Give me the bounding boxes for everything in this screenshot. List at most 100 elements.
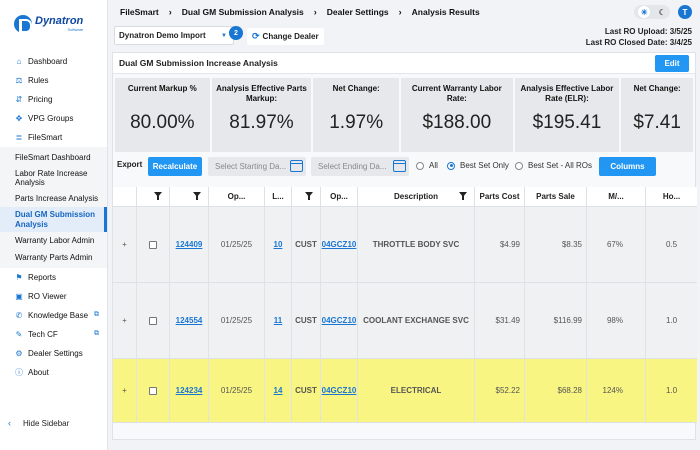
row-checkbox[interactable] [149,240,157,249]
header-open-date[interactable]: Op... [209,187,265,206]
line-link[interactable]: 14 [273,386,283,395]
header-description[interactable]: Description [358,187,475,206]
avatar[interactable]: T [678,5,692,19]
hours-cell: 0.5 [666,240,678,249]
breadcrumb-item[interactable]: Dual GM Submission Analysis [181,7,304,17]
sidebar-item-filesmart-dashboard[interactable]: FileSmart Dashboard [15,152,91,162]
row-checkbox[interactable] [149,316,157,325]
end-date-input[interactable]: Select Ending Da... [311,157,409,176]
ro-link[interactable]: 124554 [175,316,203,325]
header-label: Description [393,192,438,201]
sidebar-item-pricing[interactable]: ⇵ Pricing [0,90,107,109]
sidebar-item-warranty-parts-admin[interactable]: Warranty Parts Admin [15,252,93,262]
header-op-code[interactable]: Op... [321,187,358,206]
calendar-icon[interactable] [290,160,303,172]
hide-sidebar-button[interactable]: ‹ Hide Sidebar [0,414,69,432]
row-checkbox[interactable] [149,386,157,395]
header-hours[interactable]: Ho... [662,192,681,201]
ro-link[interactable]: 124234 [175,386,203,395]
columns-button[interactable]: Columns [599,157,656,176]
recalculate-button[interactable]: Recalculate [148,157,202,176]
radio-all[interactable]: All [416,161,438,170]
op-link[interactable]: 04GCZ10 [321,316,357,325]
sidebar-item-knowledge-base[interactable]: ✆ Knowledge Base ⧉ [0,306,107,325]
logo[interactable]: Dynatron Software [0,0,107,48]
table-row[interactable]: + 124554 01/25/25 11 CUST 04GCZ10 COOLAN… [113,283,697,359]
ro-link[interactable]: 124409 [175,240,203,249]
breadcrumb-item[interactable]: FileSmart [120,7,159,17]
theme-toggle[interactable]: ☀ ☾ [634,5,670,19]
external-link-icon: ⧉ [94,311,99,319]
wrench-icon: ✎ [15,329,23,339]
parts-cost-cell: $31.49 [475,283,525,358]
expand-toggle[interactable]: + [113,283,137,358]
header-parts-cost[interactable]: Parts Cost [475,187,525,206]
radio-button[interactable] [515,161,523,170]
sidebar-item-label: Dealer Settings [28,348,83,358]
last-ro-upload: Last RO Upload: 3/5/25 [604,27,692,36]
radio-best-set-all-ros[interactable]: Best Set - All ROs [515,161,592,170]
line-link[interactable]: 11 [273,316,283,325]
expand-toggle[interactable]: + [113,207,137,282]
header-label: L... [272,192,284,201]
start-date-input[interactable]: Select Starting Da... [208,157,306,176]
op-link[interactable]: 04GCZ10 [321,240,357,249]
sidebar-item-dashboard[interactable]: ⌂ Dashboard [0,52,107,71]
header-select[interactable] [137,187,170,206]
edit-button[interactable]: Edit [655,55,689,72]
table-toolbar: Export Recalculate Select Starting Da...… [113,157,697,179]
ro-cell: 124234 [170,359,209,422]
chevron-right-icon: › [313,7,317,17]
sidebar-item-dual-gm-submission[interactable]: Dual GM Submission Analysis [0,207,107,232]
metric-current-markup: Current Markup % 80.00% [115,78,210,152]
sidebar-item-parts-increase[interactable]: Parts Increase Analysis [15,194,99,204]
op-link[interactable]: 04GCZ10 [321,386,357,395]
markup-cell: 67% [587,207,646,282]
metric-value: $7.41 [633,112,681,133]
line-link[interactable]: 10 [273,240,283,249]
sidebar-item-tech-cf[interactable]: ✎ Tech CF ⧉ [0,325,107,344]
sidebar-item-labor-rate-increase[interactable]: Labor Rate Increase Analysis [15,169,88,188]
header-type[interactable] [292,187,321,206]
header-markup[interactable]: M/... [587,187,646,206]
sidebar-item-rules[interactable]: ⚖ Rules [0,71,107,90]
radio-button-selected[interactable] [447,161,455,170]
breadcrumb: FileSmart › Dual GM Submission Analysis … [108,0,700,24]
sidebar-item-filesmart[interactable]: ≣ FileSmart [0,128,107,147]
sidebar-item-vpg-groups[interactable]: ✥ VPG Groups [0,109,107,128]
radio-best-set-only[interactable]: Best Set Only [447,161,509,170]
change-dealer-button[interactable]: ⟳ Change Dealer [247,28,324,45]
line-cell: 14 [265,359,292,422]
header-parts-sale[interactable]: Parts Sale [525,187,587,206]
filter-icon[interactable] [305,192,313,200]
calendar-icon[interactable] [393,160,406,172]
metric-label: Net Change: [332,84,380,93]
sidebar-item-label: Rules [28,76,49,85]
expand-toggle[interactable]: + [113,359,137,422]
start-date-placeholder: Select Starting Da... [215,162,287,171]
dealer-select[interactable]: Dynatron Demo Import ▼ [114,26,234,45]
filter-icon[interactable] [193,192,201,200]
filter-icon[interactable] [459,192,467,200]
sidebar-item-ro-viewer[interactable]: ▣ RO Viewer [0,287,107,306]
metric-value: 81.97% [229,112,294,133]
date-cell: 01/25/25 [209,207,265,282]
sidebar-item-warranty-labor-admin[interactable]: Warranty Labor Admin [15,235,95,245]
header-line[interactable]: L... [265,187,292,206]
external-link-icon: ⧉ [94,330,99,338]
header-ro[interactable] [170,187,209,206]
radio-button[interactable] [416,161,424,170]
breadcrumb-item[interactable]: Dealer Settings [326,7,389,17]
dealer-count-badge: 2 [229,26,243,40]
scale-icon: ⚖ [15,76,23,85]
table-row[interactable]: + 124409 01/25/25 10 CUST 04GCZ10 THROTT… [113,207,697,283]
export-button[interactable]: Export [117,160,143,169]
sidebar-item-label: Tech CF [28,329,58,339]
parts-sale-cell: $68.28 [525,359,587,422]
sidebar-item-reports[interactable]: ⚑ Reports [0,268,107,287]
sidebar-item-dealer-settings[interactable]: ⚙ Dealer Settings [0,344,107,363]
sidebar-item-about[interactable]: ⓘ About [0,363,107,382]
filter-icon[interactable] [154,192,162,200]
table-row[interactable]: + 124234 01/25/25 14 CUST 04GCZ10 ELECTR… [113,359,697,423]
description-cell: ELECTRICAL [358,359,475,422]
